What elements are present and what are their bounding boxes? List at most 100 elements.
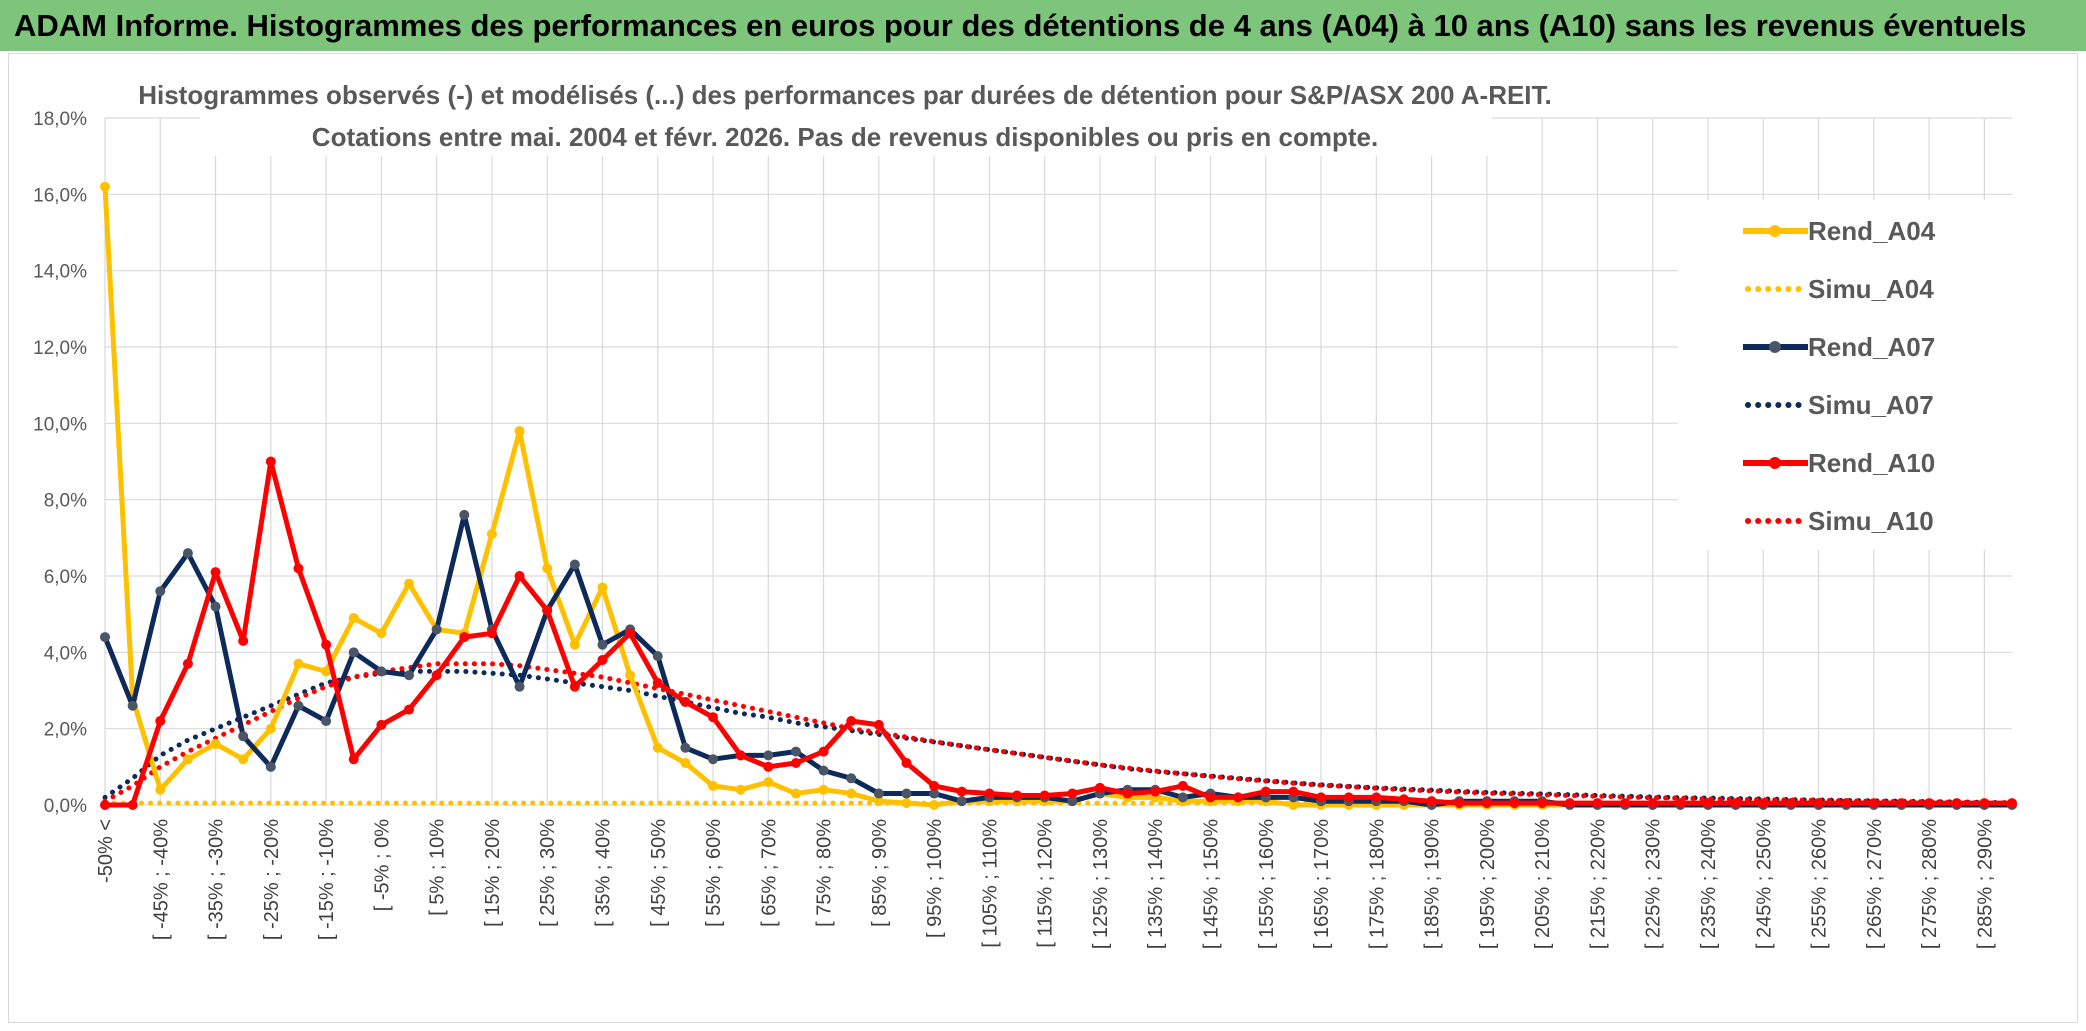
data-point — [182, 548, 193, 559]
data-point — [790, 758, 801, 769]
data-point — [625, 628, 636, 639]
legend-item-Simu_A10: Simu_A10 — [1745, 506, 1934, 536]
data-point — [127, 800, 138, 810]
data-point — [1288, 786, 1299, 797]
data-point — [1012, 790, 1023, 801]
x-tick-label: [ -35% ; -30% — [206, 819, 228, 940]
x-tick-label: -50% < — [95, 819, 117, 883]
data-point — [1730, 798, 1741, 809]
data-point — [790, 746, 801, 757]
data-point — [1067, 788, 1078, 799]
data-point — [652, 677, 663, 688]
data-point — [431, 670, 442, 681]
legend-label: Rend_A07 — [1808, 332, 1935, 362]
data-point — [1785, 798, 1796, 809]
data-point — [873, 788, 884, 799]
x-tick-label: [ 275% ; 280% — [1919, 819, 1941, 949]
x-tick-label: [ 195% ; 200% — [1477, 819, 1499, 949]
legend-label: Rend_A10 — [1808, 448, 1935, 478]
data-point — [265, 723, 276, 734]
x-tick-label: [ 145% ; 150% — [1201, 819, 1223, 949]
series-Simu_A07 — [102, 668, 2015, 806]
data-point — [873, 719, 884, 730]
data-point — [1371, 792, 1382, 803]
data-point — [265, 456, 276, 467]
x-tick-label: [ 215% ; 220% — [1587, 819, 1609, 949]
data-point — [708, 712, 719, 723]
data-point — [1316, 792, 1327, 803]
data-point — [818, 765, 829, 776]
data-point — [514, 681, 525, 692]
legend-marker — [1769, 457, 1781, 469]
data-point — [652, 742, 663, 753]
data-point — [1868, 798, 1879, 809]
data-point — [348, 754, 359, 765]
x-tick-label: [ 245% ; 250% — [1753, 819, 1775, 949]
data-point — [1205, 792, 1216, 803]
data-point — [293, 658, 304, 669]
data-point — [459, 632, 470, 643]
data-point — [708, 780, 719, 791]
x-tick-label: [ 5% ; 10% — [427, 819, 449, 916]
legend-item-Simu_A04: Simu_A04 — [1745, 274, 1934, 304]
legend-item-Rend_A04: Rend_A04 — [1743, 216, 1936, 246]
data-point — [597, 582, 608, 593]
data-point — [376, 719, 387, 730]
data-point — [569, 681, 580, 692]
data-point — [293, 700, 304, 711]
data-point — [376, 666, 387, 677]
data-point — [1509, 798, 1520, 809]
title-background — [200, 74, 1492, 156]
header-bar: ADAM Informe. Histogrammes des performan… — [0, 0, 2086, 51]
x-tick-label: [ -45% ; -40% — [150, 819, 172, 940]
x-tick-label: [ 255% ; 260% — [1809, 819, 1831, 949]
data-point — [1537, 798, 1548, 809]
legend-item-Rend_A07: Rend_A07 — [1743, 332, 1935, 362]
y-tick-label: 8,0% — [44, 491, 87, 512]
data-point — [680, 758, 691, 769]
data-point — [1647, 798, 1658, 809]
data-point — [321, 666, 332, 677]
x-tick-label: [ 235% ; 240% — [1698, 819, 1720, 949]
data-point — [100, 632, 110, 643]
data-point — [1924, 798, 1935, 809]
data-point — [1979, 798, 1990, 809]
data-point — [155, 716, 166, 727]
data-point — [708, 754, 719, 765]
x-tick-label: [ 55% ; 60% — [703, 819, 725, 927]
legend-marker — [1769, 341, 1781, 353]
data-point — [1150, 786, 1161, 797]
x-tick-label: [ 285% ; 290% — [1974, 819, 1996, 949]
data-point — [569, 559, 580, 570]
data-point — [625, 670, 636, 681]
data-point — [652, 651, 663, 662]
x-tick-label: [ -15% ; -10% — [316, 819, 338, 940]
data-point — [763, 777, 774, 788]
series-line — [105, 459, 2012, 808]
data-point — [1260, 786, 1271, 797]
legend-label: Simu_A04 — [1808, 274, 1934, 304]
data-point — [763, 761, 774, 772]
data-point — [1813, 798, 1824, 809]
data-point — [348, 647, 359, 658]
series-Simu_A10 — [102, 661, 2015, 806]
data-point — [293, 563, 304, 574]
data-point — [901, 788, 912, 799]
data-point — [1454, 798, 1465, 809]
x-tick-label: [ 155% ; 160% — [1256, 819, 1278, 949]
data-point — [155, 784, 166, 795]
x-tick-label: [ 15% ; 20% — [482, 819, 504, 927]
x-tick-label: [ 95% ; 100% — [924, 819, 946, 938]
data-point — [431, 624, 442, 635]
data-point — [542, 605, 553, 616]
x-tick-label: [ 225% ; 230% — [1643, 819, 1665, 949]
data-point — [1620, 798, 1631, 809]
x-tick-label: [ 35% ; 40% — [592, 819, 614, 927]
data-point — [182, 754, 193, 765]
data-point — [956, 786, 967, 797]
chart-area-border — [8, 53, 2078, 1023]
data-point — [790, 788, 801, 799]
data-point — [1592, 798, 1603, 809]
data-point — [929, 780, 940, 791]
y-tick-label: 0,0% — [44, 796, 87, 817]
